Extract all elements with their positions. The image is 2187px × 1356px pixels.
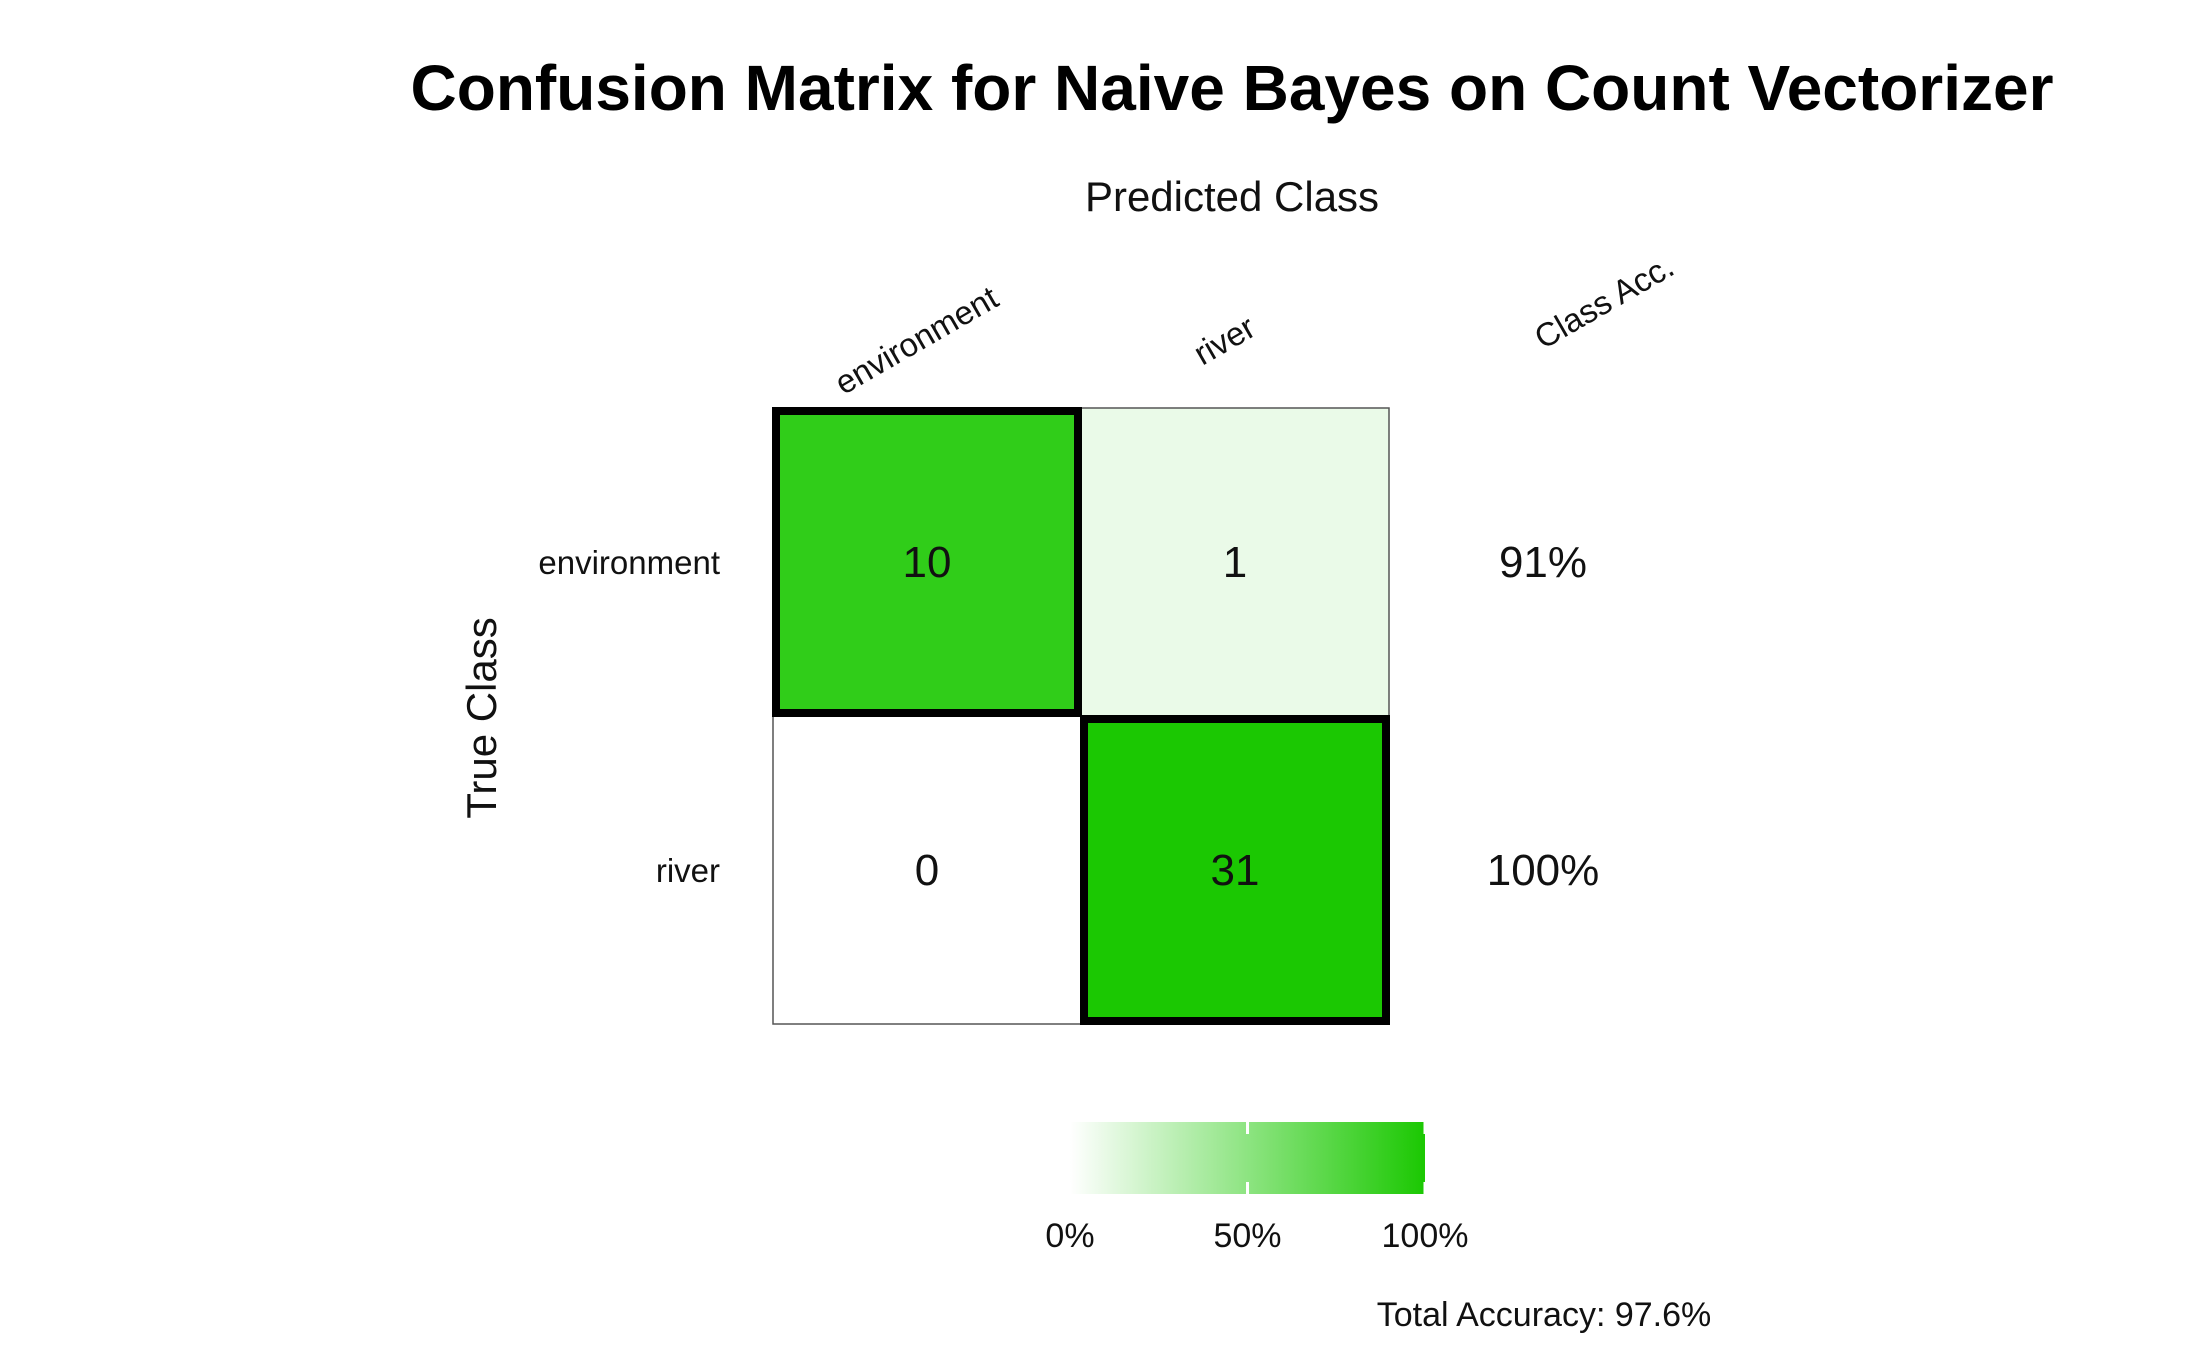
colorbar-tick-label: 50% — [1213, 1217, 1281, 1255]
row-label: river — [656, 852, 720, 889]
matrix-cell-0-1 — [1080, 407, 1390, 717]
colorbar: 0% 50% 100% — [1045, 1122, 1468, 1255]
cell-value-label: 10 — [903, 538, 952, 587]
cell-value-label: 0 — [915, 846, 939, 895]
cell-value-label: 31 — [1211, 846, 1260, 895]
cell-value-label: 1 — [1223, 538, 1247, 587]
diagonal-highlight-border — [772, 407, 1082, 717]
x-axis-title: Predicted Class — [1085, 173, 1379, 220]
column-label: environment — [828, 279, 1004, 402]
class-accuracy-value: 91% — [1499, 538, 1587, 587]
diagonal-highlights — [772, 407, 1390, 1025]
matrix-cell-0-0 — [772, 407, 1082, 717]
matrix-cell-1-1 — [1080, 715, 1390, 1025]
total-accuracy-text: Total Accuracy: 97.6% — [1377, 1296, 1712, 1334]
column-label: river — [1187, 308, 1261, 372]
y-axis-title: True Class — [458, 617, 505, 819]
colorbar-tick-label: 100% — [1382, 1217, 1469, 1255]
row-label: environment — [538, 544, 720, 581]
class-accuracy-value: 100% — [1487, 846, 1600, 895]
diagonal-highlight-border — [1080, 715, 1390, 1025]
chart-title: Confusion Matrix for Naive Bayes on Coun… — [411, 52, 2054, 124]
colorbar-tick-label: 0% — [1045, 1217, 1094, 1255]
column-header-class-acc: Class Acc. — [1528, 247, 1680, 356]
